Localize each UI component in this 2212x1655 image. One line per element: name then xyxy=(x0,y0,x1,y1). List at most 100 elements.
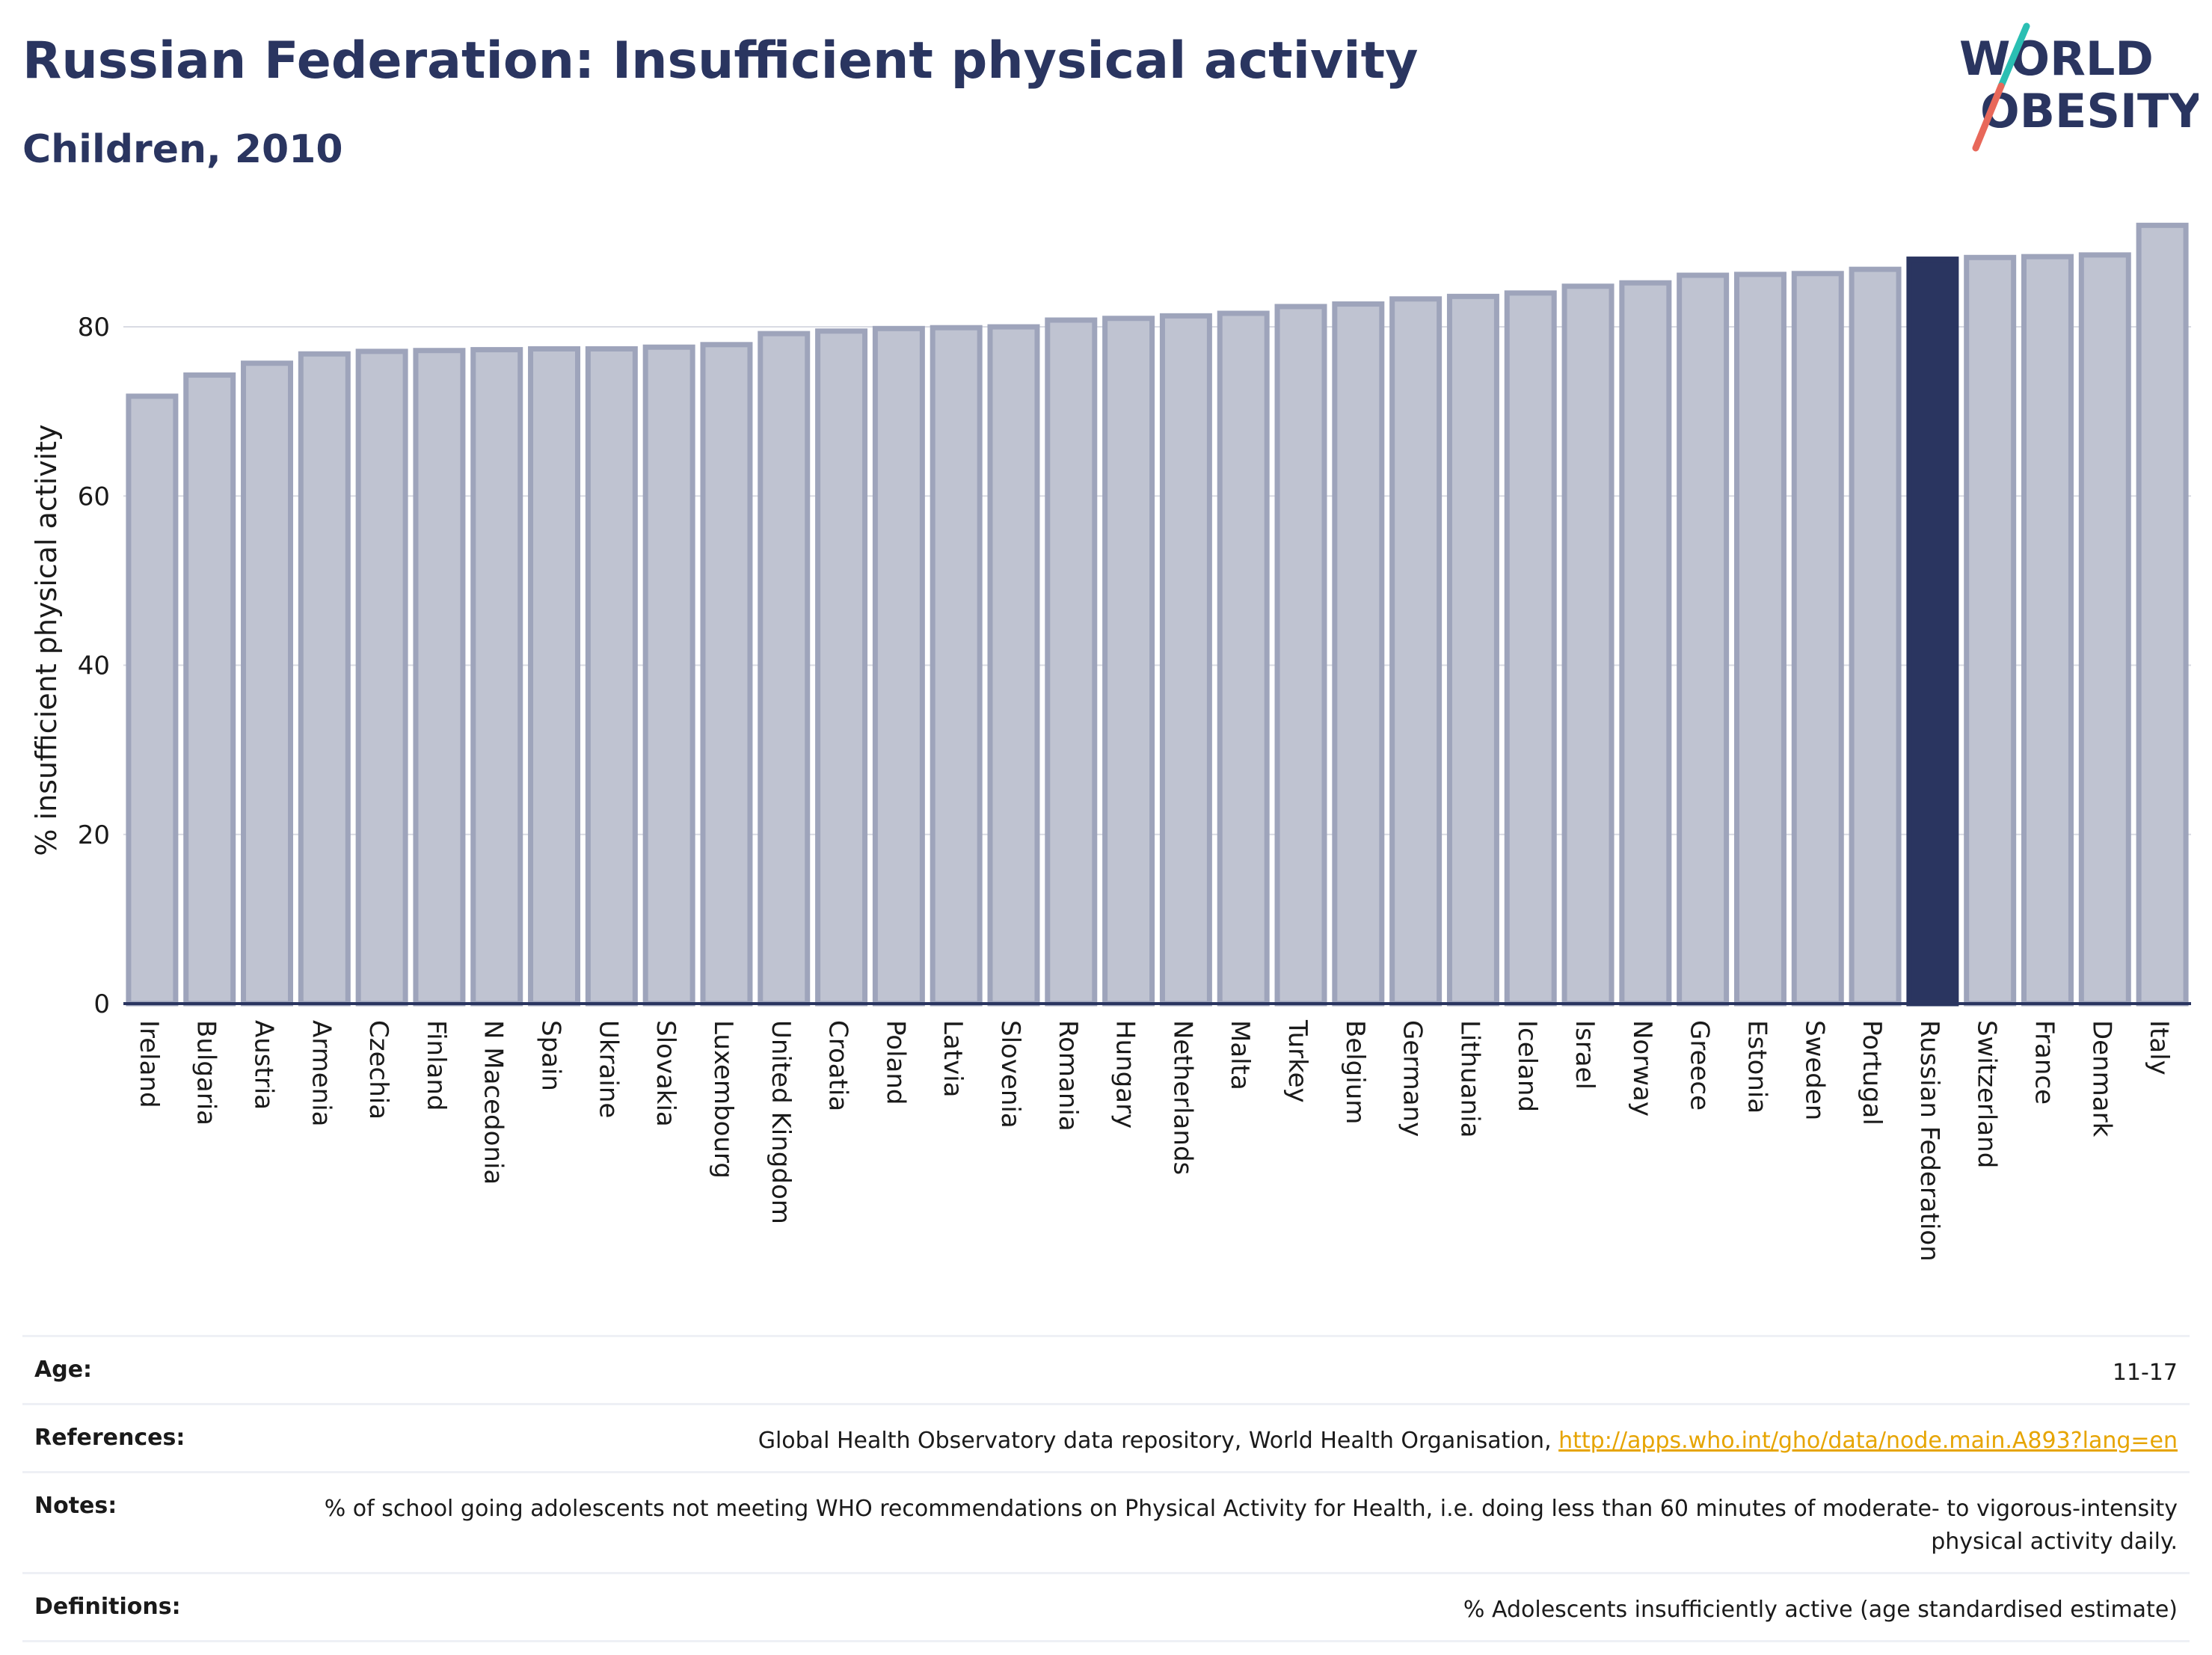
chart-title: Russian Federation: Insufficient physica… xyxy=(22,31,1419,90)
bar-russian-federation xyxy=(1906,257,1959,1007)
bars xyxy=(126,222,2189,1007)
x-tick-label: Czechia xyxy=(363,1020,393,1120)
logo-line2: OBESITY xyxy=(1980,84,2199,138)
tick-labels: 0 20 40 60 80 Ireland Bulgaria Austria Armenia Cz… xyxy=(30,313,2174,1262)
bar-portugal xyxy=(1849,266,1902,1007)
bar-czechia xyxy=(355,348,408,1007)
bar-greece xyxy=(1677,272,1730,1007)
x-tick-label: Switzerland xyxy=(1972,1020,2002,1168)
x-tick-label: Turkey xyxy=(1282,1019,1312,1103)
chart-subtitle: Children, 2010 xyxy=(22,127,343,172)
x-tick-label: Israel xyxy=(1570,1020,1600,1090)
x-tick-label: Luxembourg xyxy=(708,1020,738,1179)
x-tick-label: Ukraine xyxy=(593,1020,623,1118)
x-tick-label: Bulgaria xyxy=(191,1020,221,1126)
bar-lithuania xyxy=(1446,293,1499,1007)
bar-n-macedonia xyxy=(470,347,523,1007)
x-tick-label: Malta xyxy=(1225,1020,1255,1090)
info-table: Age: 11-17 References: Global Health Obs… xyxy=(22,1335,2190,1642)
bar-norway xyxy=(1619,280,1672,1007)
x-tick-label: Greece xyxy=(1685,1020,1715,1111)
y-tick-label: 40 xyxy=(78,651,110,681)
age-label: Age: xyxy=(34,1357,93,1383)
x-tick-label: Croatia xyxy=(823,1020,853,1111)
references-link[interactable]: http://apps.who.int/gho/data/node.main.A… xyxy=(1558,1428,2178,1454)
bar-romania xyxy=(1045,317,1098,1007)
x-tick-label: Germany xyxy=(1398,1020,1428,1137)
x-tick-label: Ireland xyxy=(134,1020,164,1108)
x-tick-label: Finland xyxy=(421,1020,451,1111)
bar-armenia xyxy=(298,351,351,1007)
bar-germany xyxy=(1389,296,1443,1007)
x-tick-label: Estonia xyxy=(1742,1020,1772,1114)
x-tick-label: Denmark xyxy=(2086,1020,2116,1137)
logo-slash-bottom xyxy=(1972,82,2005,152)
definitions-label: Definitions: xyxy=(34,1594,181,1620)
world-obesity-logo: WORLD OBESITY xyxy=(1959,22,2199,152)
y-axis-title: % insufficient physical activity xyxy=(30,424,63,856)
y-tick-label: 0 xyxy=(93,989,110,1019)
bar-hungary xyxy=(1102,316,1155,1007)
x-tick-label: Poland xyxy=(880,1020,910,1105)
x-tick-label: Lithuania xyxy=(1454,1020,1484,1137)
bar-austria xyxy=(241,360,294,1007)
bar-luxembourg xyxy=(700,342,753,1007)
bar-chart: 0 20 40 60 80 Ireland Bulgaria Austria Armenia Cz… xyxy=(30,222,2191,1262)
y-tick-label: 20 xyxy=(78,820,110,850)
bar-finland xyxy=(413,348,466,1007)
grid-lines xyxy=(123,326,2191,835)
bar-croatia xyxy=(815,328,868,1007)
x-tick-label: Belgium xyxy=(1340,1020,1370,1124)
x-tick-label: Romania xyxy=(1053,1020,1083,1132)
logo-slash-top xyxy=(1997,22,2030,90)
bar-denmark xyxy=(2078,252,2131,1007)
x-tick-label: France xyxy=(2029,1020,2059,1105)
x-tick-label: Slovenia xyxy=(995,1020,1025,1129)
bar-italy xyxy=(2136,222,2189,1007)
bar-united-kingdom xyxy=(758,331,811,1007)
bar-slovakia xyxy=(642,344,695,1007)
bar-estonia xyxy=(1733,271,1787,1007)
x-tick-label: Sweden xyxy=(1799,1020,1829,1120)
x-tick-label: Russian Federation xyxy=(1914,1020,1944,1262)
x-tick-label: United Kingdom xyxy=(766,1020,796,1224)
bar-iceland xyxy=(1504,290,1557,1007)
x-tick-label: Slovakia xyxy=(651,1020,681,1127)
bar-malta xyxy=(1217,310,1270,1007)
references-value: Global Health Observatory data repositor… xyxy=(758,1425,2178,1458)
x-tick-label: Armenia xyxy=(306,1020,336,1127)
notes-label: Notes: xyxy=(34,1493,117,1519)
bar-sweden xyxy=(1791,271,1844,1007)
bar-netherlands xyxy=(1159,313,1212,1007)
bar-ukraine xyxy=(585,346,638,1007)
bar-switzerland xyxy=(1964,254,2017,1007)
info-row-references: References: Global Health Observatory da… xyxy=(22,1403,2190,1471)
x-tick-label: Portugal xyxy=(1857,1020,1887,1126)
bar-spain xyxy=(528,346,581,1007)
info-row-age: Age: 11-17 xyxy=(22,1335,2190,1403)
x-tick-label: Spain xyxy=(536,1020,566,1091)
bar-latvia xyxy=(930,325,983,1007)
x-tick-label: Latvia xyxy=(938,1020,968,1098)
bar-ireland xyxy=(126,393,179,1007)
bar-israel xyxy=(1561,283,1615,1007)
x-tick-label: N Macedonia xyxy=(479,1020,509,1185)
bar-turkey xyxy=(1274,304,1327,1007)
x-tick-label: Hungary xyxy=(1110,1020,1140,1129)
notes-value: % of school going adolescents not meetin… xyxy=(324,1496,2178,1555)
bar-poland xyxy=(872,325,925,1007)
references-label: References: xyxy=(34,1425,185,1451)
references-text: Global Health Observatory data repositor… xyxy=(758,1428,1559,1454)
bar-france xyxy=(2021,254,2074,1007)
x-tick-label: Austria xyxy=(249,1020,279,1110)
y-tick-label: 60 xyxy=(78,482,110,512)
x-tick-label: Italy xyxy=(2144,1020,2174,1075)
x-tick-label: Netherlands xyxy=(1167,1020,1197,1175)
bar-belgium xyxy=(1332,301,1385,1007)
definitions-value: % Adolescents insufficiently active (age… xyxy=(1463,1597,2178,1623)
info-row-notes: Notes: % of school going adolescents not… xyxy=(22,1471,2190,1572)
bar-bulgaria xyxy=(183,372,236,1007)
age-value: 11-17 xyxy=(2112,1360,2178,1386)
info-row-definitions: Definitions: % Adolescents insufficientl… xyxy=(22,1572,2190,1642)
y-tick-label: 80 xyxy=(78,313,110,343)
